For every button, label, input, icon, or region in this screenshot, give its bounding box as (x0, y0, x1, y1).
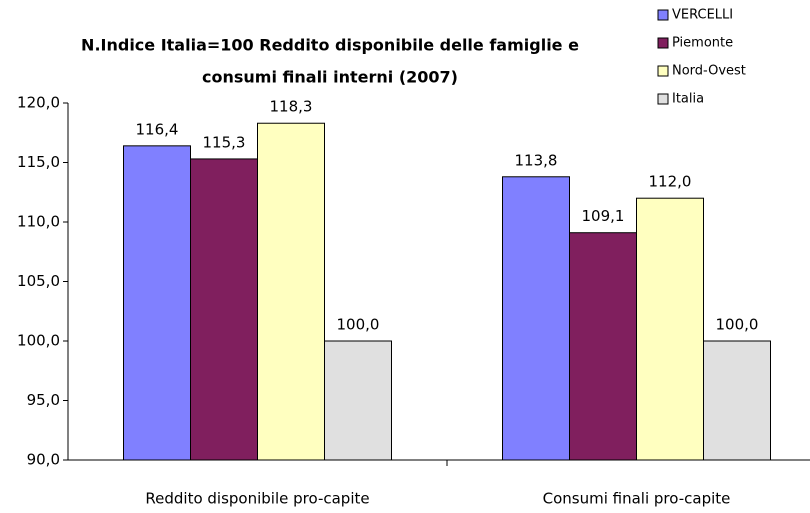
bar (502, 176, 570, 461)
value-label: 113,8 (515, 151, 558, 169)
legend-label: Italia (672, 92, 704, 107)
bar (190, 158, 258, 461)
y-tick-label: 90,0 (27, 451, 60, 469)
y-tick-label: 105,0 (17, 272, 60, 290)
value-label: 100,0 (337, 316, 380, 334)
value-label: 112,0 (649, 173, 692, 191)
legend-label: VERCELLI (672, 8, 733, 23)
y-tick-label: 115,0 (17, 153, 60, 171)
value-label: 109,1 (582, 207, 625, 225)
x-tick-label: Consumi finali pro-capite (543, 490, 731, 508)
value-label: 100,0 (716, 316, 759, 334)
legend-label: Piemonte (672, 36, 733, 51)
y-tick-label: 100,0 (17, 332, 60, 350)
y-tick-label: 95,0 (27, 391, 60, 409)
bar (569, 232, 637, 461)
value-label: 118,3 (270, 98, 313, 116)
value-label: 115,3 (203, 133, 246, 151)
legend-swatch (657, 9, 669, 21)
legend-swatch (657, 93, 669, 105)
legend-swatch (657, 65, 669, 77)
bar (636, 197, 704, 461)
legend-swatch (657, 37, 669, 49)
bar (324, 340, 392, 461)
y-tick-label: 110,0 (17, 213, 60, 231)
bar (257, 122, 325, 461)
value-label: 116,4 (136, 120, 179, 138)
bar (703, 340, 771, 461)
bar (123, 145, 191, 461)
y-tick-label: 120,0 (17, 94, 60, 112)
chart-title: N.Indice Italia=100 Reddito disponibile … (81, 36, 579, 55)
legend-label: Nord-Ovest (672, 64, 746, 79)
chart-title: consumi finali interni (2007) (202, 68, 458, 87)
x-tick-label: Reddito disponibile pro-capite (145, 490, 369, 508)
